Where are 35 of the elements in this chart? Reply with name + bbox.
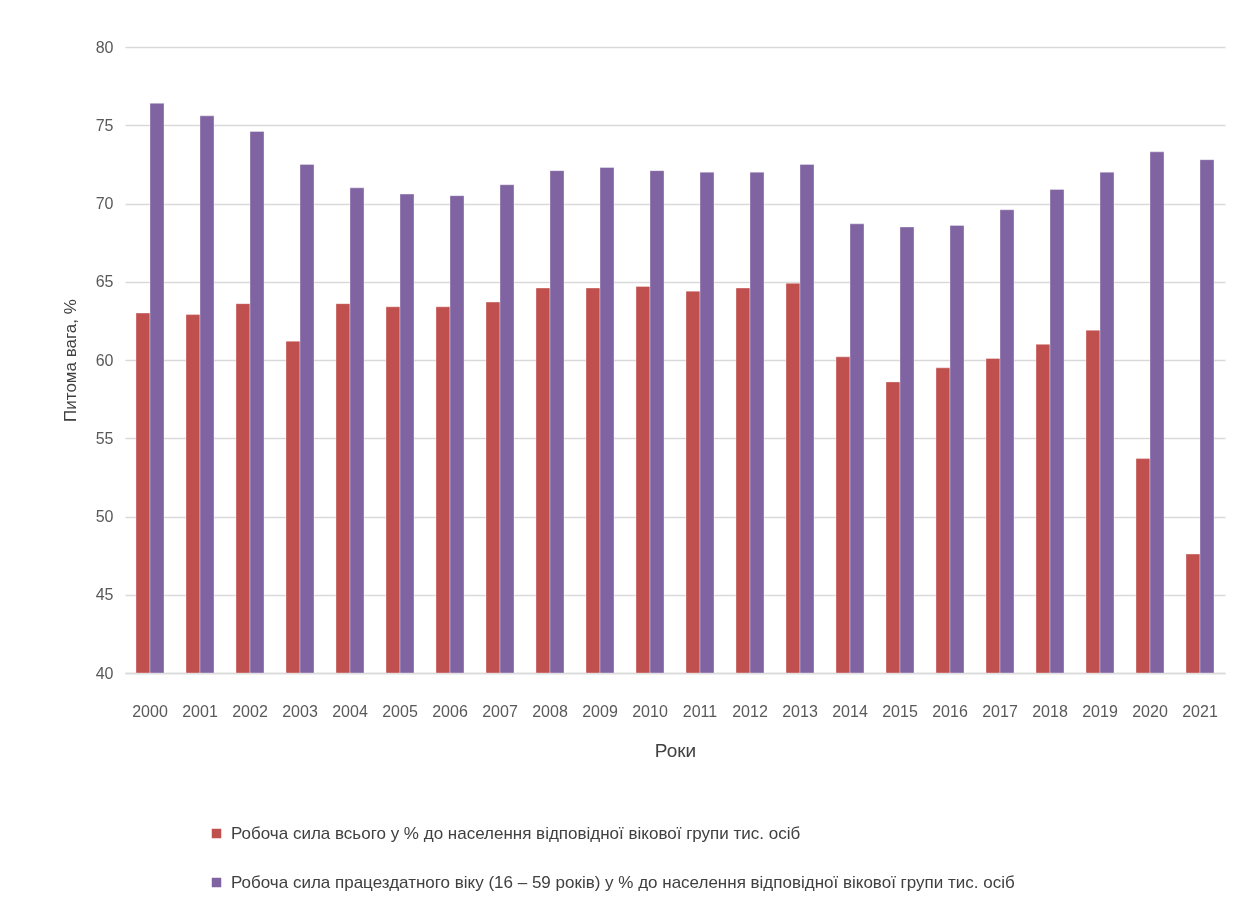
y-tick-label: 75 xyxy=(95,116,114,134)
x-tick-label: 2020 xyxy=(1132,702,1168,720)
x-tick-label: 2002 xyxy=(232,702,268,720)
legend-label: Робоча сила всього у % до населення відповідної вікової групи тис. осіб xyxy=(231,823,801,843)
y-tick-label: 55 xyxy=(95,429,114,447)
y-tick-label: 50 xyxy=(95,508,114,525)
x-tick-label: 2003 xyxy=(282,702,318,720)
x-tick-label: 2017 xyxy=(982,702,1018,720)
y-tick-label: 40 xyxy=(95,664,114,682)
x-tick-label: 2006 xyxy=(432,702,468,720)
x-tick-label: 2000 xyxy=(132,702,168,720)
x-tick-label: 2015 xyxy=(882,702,918,720)
y-tick-label: 45 xyxy=(95,586,114,604)
y-axis-title: Питома вага, % xyxy=(60,299,80,422)
x-tick-label: 2008 xyxy=(532,702,568,720)
x-tick-label: 2005 xyxy=(382,702,418,720)
y-tick-label: 60 xyxy=(95,351,114,369)
x-tick-label: 2013 xyxy=(782,702,818,720)
x-tick-label: 2001 xyxy=(182,702,218,720)
x-tick-label: 2021 xyxy=(1182,702,1218,720)
x-tick-label: 2009 xyxy=(582,702,618,720)
x-tick-label: 2010 xyxy=(632,702,668,720)
y-tick-label: 80 xyxy=(95,38,114,56)
y-tick-label: 65 xyxy=(95,273,114,291)
legend-label: Робоча сила працездатного віку (16 – 59 років) у % до населення відповідної вікової групи тис. осіб xyxy=(231,872,1015,892)
x-axis-title: Роки xyxy=(654,739,697,761)
x-tick-label: 2011 xyxy=(682,702,718,720)
x-tick-label: 2016 xyxy=(932,702,968,720)
x-tick-label: 2018 xyxy=(1032,702,1068,720)
x-tick-label: 2019 xyxy=(1082,702,1118,720)
x-tick-label: 2004 xyxy=(332,702,368,720)
x-tick-label: 2007 xyxy=(482,702,518,720)
x-tick-label: 2012 xyxy=(732,702,768,720)
y-tick-label: 70 xyxy=(95,195,114,212)
x-tick-label: 2014 xyxy=(832,702,868,720)
